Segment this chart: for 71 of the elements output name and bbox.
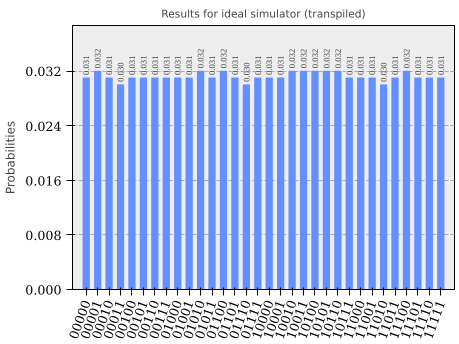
bar (357, 78, 364, 290)
bar (116, 84, 124, 290)
data-label: 0.031 (126, 56, 137, 76)
data-label: 0.031 (207, 56, 218, 76)
data-label: 0.031 (138, 56, 148, 76)
bar (231, 78, 239, 290)
bar (402, 70, 410, 290)
data-label: 0.030 (378, 62, 389, 82)
data-label: 0.032 (310, 48, 320, 68)
bar (437, 78, 444, 290)
bar (391, 78, 399, 290)
data-label: 0.031 (104, 56, 114, 76)
data-label: 0.031 (230, 56, 240, 76)
bar (426, 78, 433, 290)
y-tick-label: 0.032 (25, 64, 62, 80)
bar (254, 78, 262, 290)
bar (94, 70, 102, 290)
bar (288, 70, 296, 290)
data-label: 0.031 (344, 56, 354, 76)
bar (128, 78, 136, 290)
bar (346, 78, 353, 290)
data-label: 0.031 (161, 56, 172, 76)
data-label: 0.031 (81, 56, 92, 76)
data-label: 0.032 (287, 48, 298, 68)
y-tick-label: 0.024 (25, 118, 62, 134)
data-label: 0.031 (264, 56, 274, 76)
y-tick-label: 0.016 (25, 173, 62, 188)
bar (368, 78, 376, 290)
data-label: 0.031 (356, 56, 366, 76)
data-label: 0.030 (241, 62, 252, 82)
bar (82, 78, 90, 290)
bar (174, 78, 182, 290)
bar (277, 78, 284, 290)
y-axis-title: Probabilities (3, 120, 18, 194)
data-label: 0.031 (367, 56, 378, 76)
bar (380, 84, 388, 290)
data-label: 0.031 (424, 56, 434, 76)
data-label: 0.032 (321, 48, 332, 68)
data-label: 0.031 (390, 56, 400, 76)
data-label: 0.031 (412, 56, 423, 76)
data-label: 0.032 (332, 48, 343, 68)
bar (266, 78, 273, 290)
data-label: 0.032 (298, 48, 309, 68)
bar (105, 78, 113, 290)
data-label: 0.032 (196, 48, 206, 68)
bar (208, 78, 216, 290)
bar (162, 78, 170, 290)
data-label: 0.031 (276, 56, 286, 76)
bar (242, 84, 250, 290)
bar (196, 70, 204, 290)
data-label: 0.031 (252, 56, 263, 76)
bar (334, 70, 342, 290)
bar (322, 70, 330, 290)
data-label: 0.031 (172, 56, 183, 76)
data-label: 0.032 (92, 48, 103, 68)
y-tick-label: 0.008 (25, 228, 62, 243)
bar (151, 78, 158, 290)
bar (140, 78, 148, 290)
y-tick-label: 0.000 (25, 282, 62, 298)
bar (300, 70, 308, 290)
data-label: 0.031 (150, 56, 160, 76)
data-label: 0.031 (436, 56, 446, 76)
data-label: 0.030 (116, 62, 126, 82)
bar (220, 70, 228, 290)
bar (186, 78, 193, 290)
data-label: 0.032 (218, 48, 228, 68)
data-label: 0.032 (401, 48, 412, 68)
bar (414, 78, 422, 290)
chart-title: Results for ideal simulator (transpiled) (161, 8, 366, 20)
data-label: 0.031 (184, 56, 194, 76)
bar (311, 70, 319, 290)
